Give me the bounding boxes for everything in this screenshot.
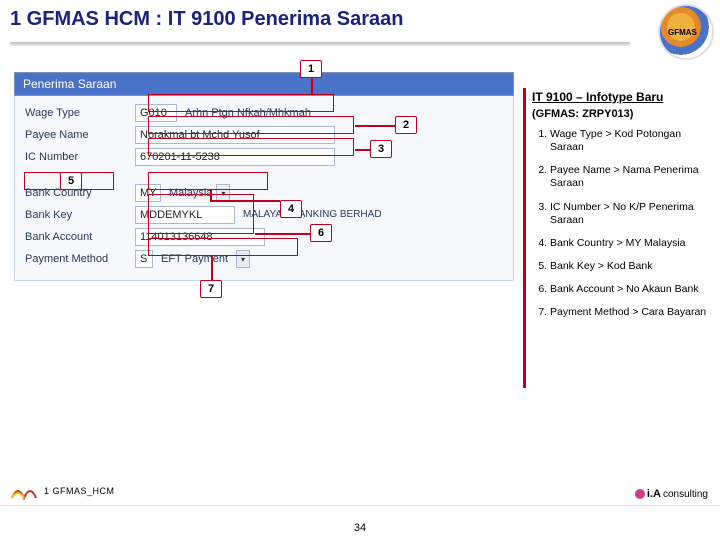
footer-brand-right: i.A consulting: [635, 488, 708, 500]
footer-text-left: 1 GFMAS_HCM: [44, 486, 115, 496]
callout-5: 5: [60, 172, 82, 190]
row-bank-key: Bank Key MDDEMYKL MALAYAN BANKING BERHAD: [15, 204, 513, 226]
label-wage-type: Wage Type: [15, 107, 135, 119]
label-payment-method: Payment Method: [15, 253, 135, 265]
side-item: Wage Type > Kod Potongan Saraan: [550, 128, 710, 154]
page-number: 34: [354, 522, 366, 534]
footer-divider: [0, 505, 720, 506]
side-item: Bank Account > No Akaun Bank: [550, 283, 710, 296]
label-bank-account: Bank Account: [15, 231, 135, 243]
brand-dot-icon: [635, 489, 645, 499]
callout-3: 3: [370, 140, 392, 158]
side-list: Wage Type > Kod Potongan Saraan Payee Na…: [532, 128, 710, 319]
label-bank-key: Bank Key: [15, 209, 135, 221]
side-item: Bank Key > Kod Bank: [550, 260, 710, 273]
callout-line-1: [311, 78, 313, 94]
side-instructions: IT 9100 – Infotype Baru (GFMAS: ZRPY013)…: [532, 90, 710, 329]
red-separator-bar: [523, 88, 526, 388]
anm-logo: [10, 480, 38, 500]
callout-line-3: [355, 149, 370, 151]
highlight-box-7: [148, 238, 298, 256]
text-bank-key-desc: MALAYAN BANKING BERHAD: [239, 206, 386, 224]
page-title: 1 GFMAS HCM : IT 9100 Penerima Saraan: [10, 8, 403, 31]
side-item: Bank Country > MY Malaysia: [550, 237, 710, 250]
side-title: IT 9100 – Infotype Baru: [532, 90, 710, 104]
highlight-box-2: [148, 116, 354, 134]
label-ic-number: IC Number: [15, 151, 135, 163]
highlight-box-1: [148, 94, 334, 112]
callout-line-2: [355, 125, 395, 127]
brand-suffix: consulting: [663, 489, 708, 500]
side-item: Payment Method > Cara Bayaran: [550, 306, 710, 319]
callout-line-4b: [210, 200, 280, 202]
gfmas-logo: [658, 4, 714, 60]
side-subtitle: (GFMAS: ZRPY013): [532, 108, 710, 120]
callout-6: 6: [310, 224, 332, 242]
callout-line-6: [255, 233, 310, 235]
side-item: Payee Name > Nama Penerima Saraan: [550, 164, 710, 190]
callout-2: 2: [395, 116, 417, 134]
label-payee-name: Payee Name: [15, 129, 135, 141]
callout-7: 7: [200, 280, 222, 298]
callout-line-7: [211, 256, 213, 280]
callout-line-4a: [210, 190, 212, 200]
highlight-box-4: [148, 172, 268, 190]
callout-1: 1: [300, 60, 322, 78]
callout-4: 4: [280, 200, 302, 218]
title-underline: [10, 42, 630, 46]
side-item: IC Number > No K/P Penerima Saraan: [550, 201, 710, 227]
sap-panel-header: Penerima Saraan: [14, 72, 514, 96]
brand-name: i.A: [647, 488, 661, 500]
highlight-box-3: [148, 138, 354, 156]
